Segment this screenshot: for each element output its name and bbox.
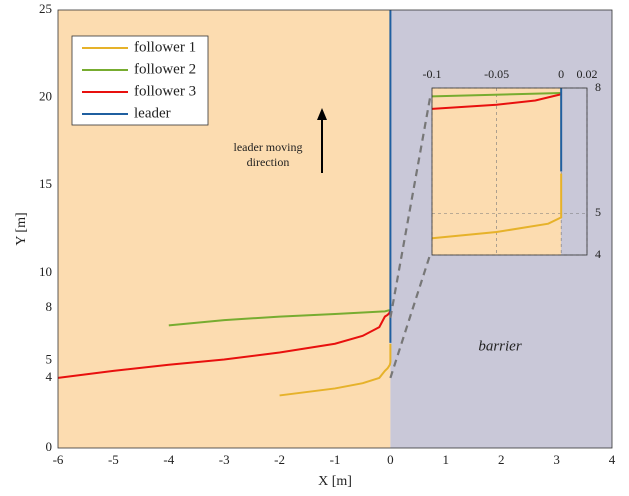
plot-frame — [57, 9, 613, 449]
series-line — [58, 310, 392, 379]
series-line — [279, 343, 392, 397]
inset-x-tick-label: -0.05 — [484, 67, 509, 81]
series-line — [432, 92, 562, 98]
legend-label: leader — [134, 105, 171, 121]
series-line — [432, 173, 563, 240]
x-tick-label: -4 — [163, 452, 174, 467]
y-tick-label: 25 — [39, 1, 52, 16]
legend-label: follower 1 — [134, 39, 196, 55]
inset-x-tick-label: 0.02 — [577, 67, 598, 81]
x-tick-label: -3 — [219, 452, 230, 467]
y-tick-label: 5 — [46, 351, 53, 366]
inset-y-tick-label: 8 — [595, 80, 601, 94]
inset-lines — [432, 88, 563, 240]
x-tick-label: 4 — [609, 452, 616, 467]
x-tick-label: 0 — [387, 452, 394, 467]
x-tick-label: -1 — [330, 452, 341, 467]
x-tick-label: -6 — [53, 452, 64, 467]
y-axis-label: Y [m] — [14, 212, 29, 245]
legend-label: follower 2 — [134, 61, 196, 77]
y-tick-label: 10 — [39, 264, 52, 279]
arrow-head — [317, 108, 327, 120]
y-tick-label: 20 — [39, 89, 52, 104]
zoom-arrow — [389, 254, 432, 379]
series-line — [168, 308, 391, 327]
y-tick-label: 0 — [46, 439, 53, 454]
inset-y-tick-label: 4 — [595, 247, 601, 261]
legend-label: follower 3 — [134, 83, 196, 99]
zoom-arrow — [389, 97, 432, 319]
x-tick-label: 2 — [498, 452, 505, 467]
inset-x-tick-label: 0 — [558, 67, 564, 81]
inset-barrier — [561, 88, 587, 255]
inset-y-tick-label: 5 — [595, 205, 601, 219]
x-tick-label: 3 — [553, 452, 560, 467]
legend-box — [71, 35, 209, 126]
x-tick-label: 1 — [443, 452, 450, 467]
x-axis-label: X [m] — [318, 474, 352, 489]
inset-x-tick-label: -0.1 — [423, 67, 442, 81]
annotation: barrier — [478, 338, 522, 354]
y-tick-label: 8 — [46, 299, 53, 314]
y-tick-label: 15 — [39, 176, 52, 191]
y-tick-label: 4 — [46, 369, 53, 384]
annotation: direction — [247, 155, 290, 169]
x-tick-label: -5 — [108, 452, 119, 467]
annotation: leader moving — [234, 140, 303, 154]
x-tick-label: -2 — [274, 452, 285, 467]
series-line — [432, 93, 562, 110]
inset-frame — [431, 87, 588, 256]
